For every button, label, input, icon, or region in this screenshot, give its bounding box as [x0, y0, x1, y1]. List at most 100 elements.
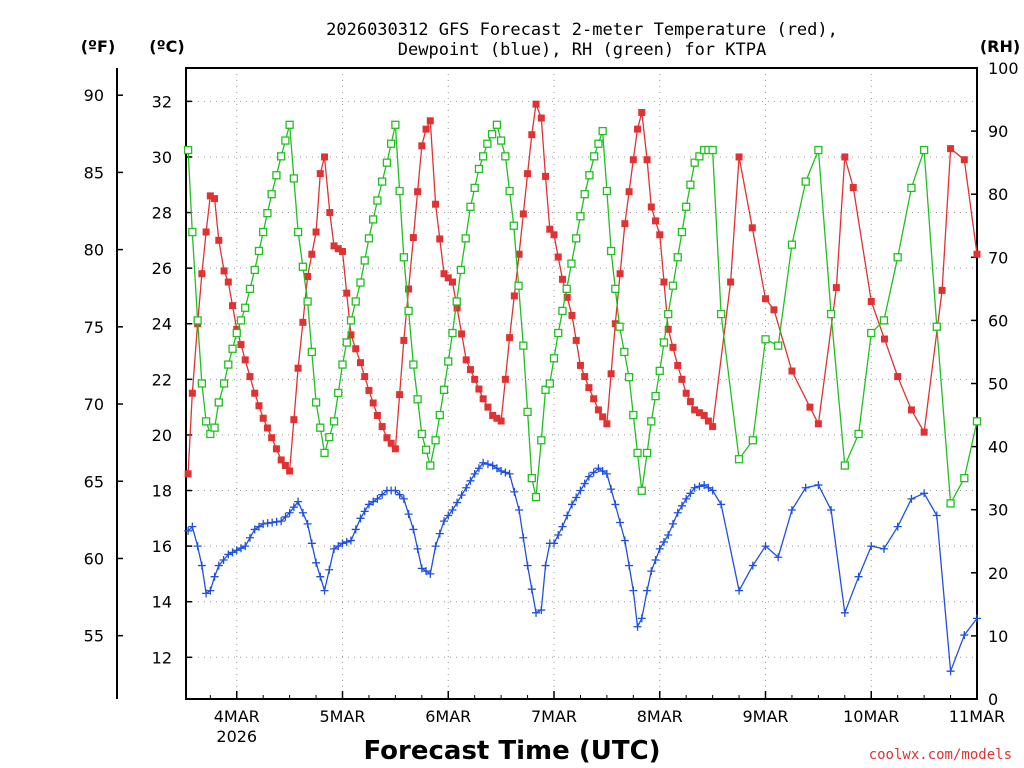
- rh-point: [590, 152, 599, 161]
- rh-point: [417, 429, 426, 439]
- temperature-point: [400, 336, 408, 344]
- dewpoint-point: [373, 494, 382, 503]
- dewpoint-point: [241, 542, 250, 551]
- dewpoint-point: [643, 586, 652, 595]
- rh-point: [334, 388, 343, 398]
- date-tick-label: 6MAR: [425, 707, 471, 726]
- rh-point: [642, 448, 652, 458]
- temperature-point: [867, 297, 875, 305]
- dewpoint-point: [611, 500, 620, 509]
- celsius-tick-label: 20: [152, 426, 172, 445]
- temperature-point: [290, 416, 298, 424]
- dewpoint-point: [338, 539, 347, 548]
- dewpoint-point: [409, 525, 418, 534]
- rh-point: [554, 328, 563, 338]
- rh-tick-label: 0: [988, 690, 998, 709]
- temperature-point: [299, 318, 307, 326]
- temperature-point: [656, 231, 664, 239]
- rh-point: [531, 492, 541, 502]
- date-tick-label: 11MAR: [949, 707, 1005, 726]
- fahrenheit-tick-label: 75: [84, 318, 104, 337]
- dewpoint-point: [527, 585, 536, 594]
- rh-tick-label: 60: [988, 311, 1008, 330]
- rh-point: [232, 328, 241, 338]
- rh-point: [293, 227, 303, 237]
- rh-point: [360, 256, 369, 265]
- rh-point: [624, 373, 634, 382]
- dewpoint-point: [351, 525, 360, 534]
- rh-point: [259, 227, 268, 237]
- rh-tick-label: 50: [988, 375, 1008, 394]
- dewpoint-point: [193, 542, 202, 551]
- temperature-point: [211, 195, 219, 203]
- dewpoint-point: [356, 514, 365, 523]
- dewpoint-point: [563, 511, 572, 520]
- temperature-point: [832, 284, 840, 292]
- rh-tick-label: 80: [988, 185, 1008, 204]
- dewpoint-point: [272, 517, 281, 526]
- fahrenheit-tick-label: 60: [84, 549, 104, 568]
- dewpoint-point: [330, 544, 339, 553]
- chart-title-line1: 2026030312 GFS Forecast 2-meter Temperat…: [326, 20, 838, 40]
- celsius-tick-label: 22: [152, 370, 172, 389]
- temperature-point: [387, 439, 395, 447]
- temperature-point: [391, 445, 399, 453]
- dewpoint-point: [448, 505, 457, 514]
- dewpoint-point: [620, 536, 629, 545]
- rh-point: [285, 120, 294, 129]
- rh-point: [479, 152, 488, 161]
- dewpoint-line: [187, 461, 978, 672]
- dewpoint-point: [541, 561, 550, 570]
- temperature-point: [563, 293, 571, 301]
- rh-point: [606, 246, 616, 256]
- dewpoint-point: [399, 494, 408, 503]
- dewpoint-point: [197, 561, 206, 570]
- rh-point: [854, 429, 863, 439]
- celsius-tick-label: 16: [152, 537, 172, 556]
- rh-point: [399, 253, 408, 262]
- celsius-tick-label: 28: [152, 204, 172, 223]
- dewpoint-point: [532, 608, 541, 617]
- temperature-point: [770, 306, 778, 314]
- dewpoint-point: [289, 503, 298, 512]
- dewpoint-point: [435, 529, 444, 538]
- rh-point: [514, 281, 523, 290]
- temperature-point: [709, 423, 717, 431]
- dewpoint-point: [735, 586, 744, 595]
- rh-tick-label: 30: [988, 501, 1008, 520]
- rh-point: [193, 316, 202, 325]
- rh-point: [461, 234, 470, 243]
- temperature-point: [735, 153, 743, 161]
- dewpoint-point: [554, 530, 563, 539]
- temperature-point: [894, 373, 902, 381]
- rh-point: [558, 306, 567, 316]
- rh-point: [338, 360, 347, 369]
- temperature-point: [669, 343, 677, 351]
- dewpoint-point: [346, 536, 355, 545]
- celsius-unit-label: (ºC): [149, 37, 184, 56]
- dewpoint-point: [422, 567, 431, 576]
- rh-point: [466, 202, 475, 211]
- dewpoint-point: [259, 519, 268, 528]
- dewpoint-point: [232, 546, 241, 555]
- temperature-point: [339, 247, 347, 255]
- celsius-tick-label: 18: [152, 482, 172, 501]
- x-axis-title: Forecast Time (UTC): [363, 736, 660, 766]
- rh-point: [382, 158, 392, 167]
- temperature-point: [426, 117, 434, 125]
- dewpoint-point: [236, 544, 245, 553]
- temperature-point: [691, 406, 699, 414]
- temperature-point: [352, 345, 360, 353]
- rh-point: [250, 265, 259, 275]
- temperature-point: [947, 145, 955, 153]
- temperature-point: [528, 131, 536, 139]
- fahrenheit-tick-label: 55: [84, 627, 104, 646]
- temperature-point: [664, 325, 672, 333]
- temperature-point: [294, 364, 302, 372]
- dewpoint-point: [426, 569, 435, 578]
- dewpoint-point: [717, 500, 726, 509]
- rh-tick-label: 90: [988, 122, 1008, 141]
- rh-point: [470, 183, 479, 193]
- temperature-point: [572, 336, 580, 344]
- date-tick-label: 10MAR: [843, 707, 899, 726]
